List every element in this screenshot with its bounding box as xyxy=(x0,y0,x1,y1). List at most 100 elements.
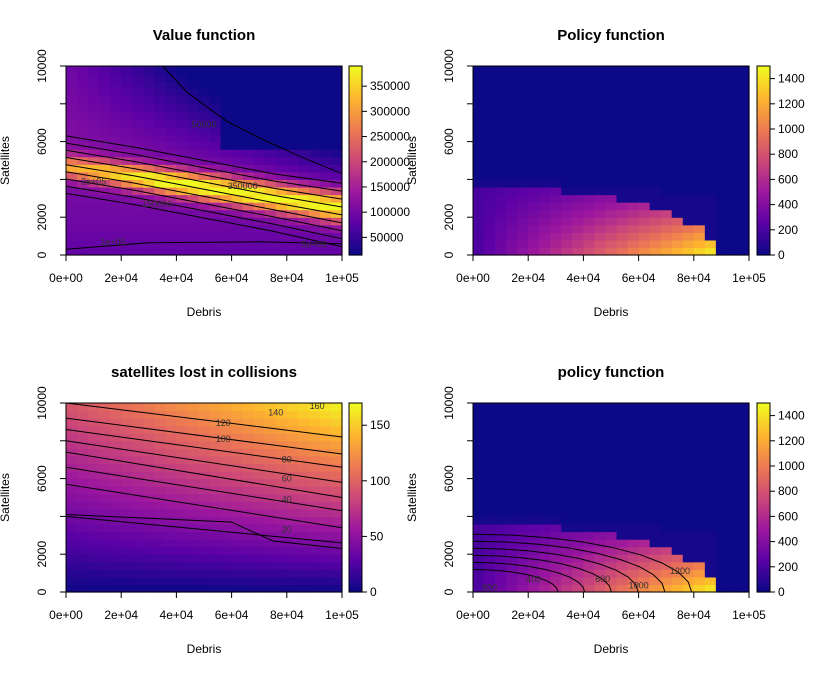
heatmap-cell xyxy=(726,149,739,158)
heatmap-cell xyxy=(242,448,255,457)
heatmap-cell xyxy=(616,224,629,233)
heatmap-cell xyxy=(506,164,518,173)
colorbar-tick-label: 800 xyxy=(778,147,798,161)
heatmap-cell xyxy=(715,493,728,502)
heatmap-cell xyxy=(176,455,189,465)
heatmap-cell xyxy=(77,508,89,517)
heatmap-cell xyxy=(715,149,728,158)
heatmap-cell xyxy=(550,576,562,586)
colorbar-swatch xyxy=(757,103,770,108)
heatmap-cell xyxy=(99,239,111,249)
heatmap-cell xyxy=(627,403,640,412)
heatmap-cell xyxy=(319,546,332,555)
heatmap-cell xyxy=(275,508,288,517)
heatmap-cell xyxy=(110,232,122,241)
heatmap-cell xyxy=(165,141,177,150)
heatmap-cell xyxy=(539,471,551,480)
contour-line xyxy=(65,440,343,483)
colorbar-swatch xyxy=(349,506,362,511)
heatmap-cell xyxy=(143,554,155,563)
heatmap-cell xyxy=(737,111,750,120)
heatmap-cell xyxy=(143,516,155,525)
heatmap-cell xyxy=(572,425,584,434)
heatmap-cell xyxy=(715,584,728,593)
heatmap-cell xyxy=(88,448,100,457)
heatmap-cell xyxy=(715,81,728,90)
heatmap-cell xyxy=(220,576,233,586)
heatmap-cell xyxy=(143,103,155,112)
heatmap-cell xyxy=(539,88,551,97)
heatmap-cell xyxy=(99,539,111,548)
heatmap-cell xyxy=(154,194,166,203)
heatmap-cell xyxy=(737,425,750,434)
heatmap-cell xyxy=(198,448,211,457)
heatmap-cell xyxy=(88,569,100,578)
heatmap-cell xyxy=(517,463,529,472)
heatmap-cell xyxy=(319,81,332,90)
heatmap-cell xyxy=(484,66,496,75)
heatmap-cell xyxy=(671,448,684,457)
heatmap-cell xyxy=(165,486,177,495)
heatmap-cell xyxy=(99,584,111,593)
heatmap-cell xyxy=(495,247,507,256)
heatmap-cell xyxy=(165,66,177,75)
heatmap-cell xyxy=(616,508,629,517)
heatmap-cell xyxy=(99,73,111,82)
heatmap-cell xyxy=(594,425,607,434)
heatmap-cell xyxy=(132,73,144,82)
heatmap-cell xyxy=(704,486,717,495)
y-tick-label: 6000 xyxy=(35,465,49,492)
heatmap-cell xyxy=(649,569,662,578)
heatmap-cell xyxy=(616,156,629,165)
heatmap-cell xyxy=(132,486,144,495)
heatmap-cell xyxy=(627,493,640,502)
heatmap-cell xyxy=(517,202,529,211)
heatmap-cell xyxy=(198,508,211,517)
heatmap-cell xyxy=(539,111,551,120)
heatmap-cell xyxy=(77,410,89,419)
heatmap-cell xyxy=(132,418,144,427)
heatmap-cell xyxy=(330,440,343,449)
heatmap-cell xyxy=(737,569,750,578)
heatmap-cell xyxy=(110,433,122,442)
heatmap-cell xyxy=(264,478,277,487)
heatmap-cell xyxy=(605,164,618,173)
heatmap-cell xyxy=(517,425,529,434)
colorbar-swatch xyxy=(349,138,362,143)
heatmap-cell xyxy=(275,418,288,427)
heatmap-cell xyxy=(605,186,618,196)
heatmap-cell xyxy=(242,410,255,419)
heatmap-cell xyxy=(638,433,651,442)
heatmap-cell xyxy=(583,486,596,495)
colorbar-swatch xyxy=(349,450,362,454)
heatmap-cell xyxy=(220,186,233,196)
heatmap-cell xyxy=(264,239,277,249)
heatmap-cell xyxy=(550,149,562,158)
heatmap-cell xyxy=(550,134,562,143)
heatmap-cell xyxy=(715,508,728,517)
colorbar-swatch xyxy=(757,198,770,203)
heatmap-cell xyxy=(143,576,155,586)
heatmap-cell xyxy=(308,239,321,249)
colorbar-swatch xyxy=(349,425,362,429)
heatmap-cell xyxy=(297,118,310,128)
heatmap-cell xyxy=(198,171,211,180)
heatmap-cell xyxy=(605,410,618,419)
heatmap-cell xyxy=(154,217,166,226)
heatmap-cell xyxy=(484,217,496,226)
heatmap-cell xyxy=(297,425,310,434)
heatmap-cell xyxy=(132,569,144,578)
colorbar-swatch xyxy=(349,428,362,432)
heatmap-cell xyxy=(132,508,144,517)
heatmap-cell xyxy=(627,516,640,525)
heatmap-cell xyxy=(594,463,607,472)
heatmap-cell xyxy=(132,111,144,120)
colorbar-swatch xyxy=(349,579,362,584)
heatmap-cell xyxy=(649,554,662,563)
heatmap-cell xyxy=(132,471,144,480)
heatmap-cell xyxy=(110,546,122,555)
heatmap-cell xyxy=(253,463,266,472)
heatmap-cell xyxy=(737,463,750,472)
heatmap-cell xyxy=(561,554,573,563)
y-tick-label: 2000 xyxy=(35,204,49,231)
